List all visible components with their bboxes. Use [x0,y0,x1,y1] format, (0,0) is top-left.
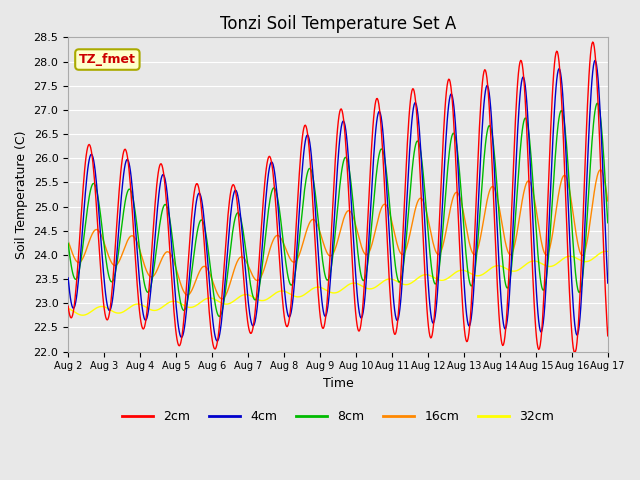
2cm [570,348,578,354]
2cm [213,342,221,348]
32cm [420,272,428,278]
4cm [604,280,612,286]
32cm [602,249,610,254]
4cm [213,338,221,344]
4cm [404,173,412,179]
4cm [214,338,221,344]
Title: Tonzi Soil Temperature Set A: Tonzi Soil Temperature Set A [220,15,456,33]
8cm [420,178,428,184]
X-axis label: Time: Time [323,377,353,390]
2cm [74,261,82,267]
32cm [604,249,612,254]
2cm [589,39,596,45]
8cm [213,309,221,314]
16cm [130,233,138,239]
16cm [64,238,72,244]
Line: 16cm: 16cm [68,170,608,299]
2cm [130,226,138,231]
16cm [184,292,192,298]
4cm [64,275,72,281]
Line: 2cm: 2cm [68,42,608,351]
Line: 8cm: 8cm [68,103,608,316]
32cm [214,298,221,304]
16cm [404,239,412,245]
Legend: 2cm, 4cm, 8cm, 16cm, 32cm: 2cm, 4cm, 8cm, 16cm, 32cm [117,405,559,428]
4cm [74,283,82,288]
8cm [216,313,223,319]
32cm [404,281,412,287]
Y-axis label: Soil Temperature (C): Soil Temperature (C) [15,130,28,259]
8cm [64,240,72,246]
16cm [218,296,226,302]
4cm [184,288,192,294]
32cm [185,304,193,310]
16cm [74,260,82,265]
4cm [591,58,599,63]
8cm [184,294,192,300]
8cm [130,198,138,204]
2cm [604,333,612,339]
8cm [74,273,82,278]
2cm [64,303,72,309]
Line: 32cm: 32cm [68,252,608,315]
32cm [131,302,138,308]
4cm [420,204,428,209]
2cm [404,140,412,146]
32cm [64,306,72,312]
16cm [596,167,604,173]
2cm [419,236,427,241]
16cm [604,198,612,204]
8cm [593,100,601,106]
32cm [79,312,86,318]
8cm [404,213,412,219]
32cm [74,311,82,317]
16cm [420,200,428,205]
Line: 4cm: 4cm [68,60,608,341]
Text: TZ_fmet: TZ_fmet [79,53,136,66]
2cm [184,259,192,264]
8cm [604,220,612,226]
4cm [130,198,138,204]
16cm [213,289,221,295]
